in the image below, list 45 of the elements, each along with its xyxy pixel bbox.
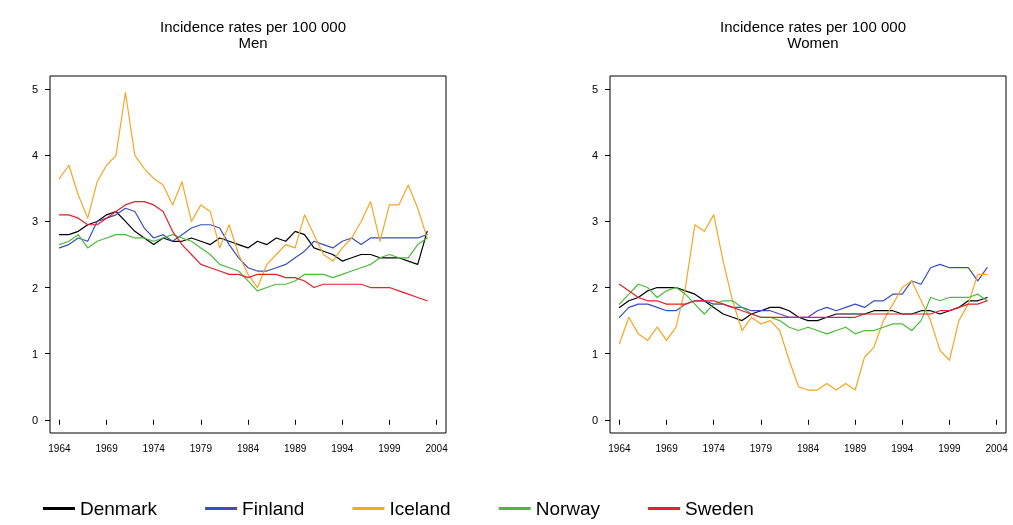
legend-label: Norway: [535, 498, 601, 519]
line-series: [58, 234, 428, 292]
chart-subtitle: Men: [238, 34, 268, 51]
x-tick-label: 1969: [95, 442, 119, 454]
line-series: [618, 214, 988, 391]
legend-label: Finland: [242, 498, 305, 519]
x-tick-label: 1989: [844, 442, 867, 454]
chart-title: Incidence rates per 100 000: [160, 18, 346, 35]
x-tick-label: 2004: [985, 442, 1009, 454]
x-tick-label: 1994: [891, 442, 914, 454]
x-tick-label: 1999: [938, 442, 961, 454]
x-tick-label: 1984: [236, 442, 260, 454]
y-tick-label: 5: [591, 83, 598, 96]
legend-label: Iceland: [389, 498, 451, 519]
x-tick-label: 1979: [189, 442, 213, 454]
y-tick-label: 0: [31, 413, 38, 426]
line-series: [58, 91, 428, 289]
line-series: [618, 263, 988, 318]
x-tick-label: 1964: [608, 442, 631, 454]
x-tick-label: 1964: [48, 442, 71, 454]
x-tick-label: 1999: [378, 442, 401, 454]
chart-subtitle: Women: [787, 34, 839, 51]
x-tick-label: 2004: [425, 442, 449, 454]
y-tick-label: 0: [591, 413, 598, 426]
chart-title: Incidence rates per 100 000: [720, 18, 906, 35]
line-series: [618, 283, 988, 335]
y-tick-label: 3: [591, 215, 598, 228]
y-tick-label: 4: [31, 149, 38, 162]
legend-label: Denmark: [80, 498, 158, 519]
y-tick-label: 2: [31, 281, 38, 294]
x-tick-label: 1974: [142, 442, 166, 454]
x-tick-label: 1994: [331, 442, 354, 454]
y-tick-label: 1: [31, 347, 38, 360]
x-tick-label: 1984: [796, 442, 820, 454]
x-tick-label: 1969: [655, 442, 679, 454]
x-tick-label: 1974: [702, 442, 726, 454]
y-tick-label: 4: [591, 149, 598, 162]
x-tick-label: 1989: [284, 442, 307, 454]
y-tick-label: 3: [31, 215, 38, 228]
line-series: [58, 201, 428, 302]
x-tick-label: 1979: [749, 442, 773, 454]
legend-label: Sweden: [685, 498, 754, 519]
y-tick-label: 5: [31, 83, 38, 96]
y-tick-label: 2: [591, 281, 598, 294]
y-tick-label: 1: [591, 347, 598, 360]
